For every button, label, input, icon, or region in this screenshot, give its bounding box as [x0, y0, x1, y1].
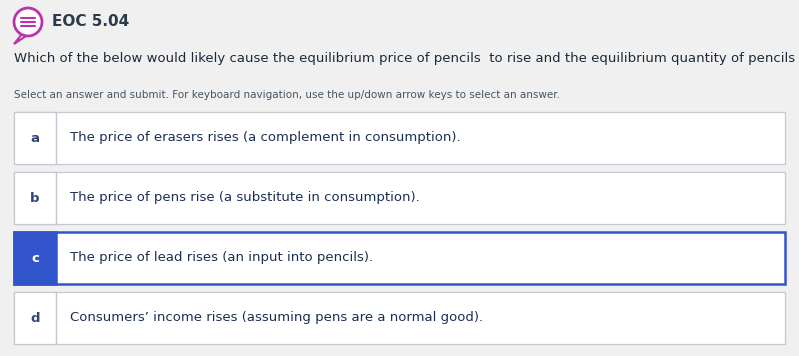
FancyBboxPatch shape — [14, 112, 785, 164]
Text: a: a — [30, 131, 39, 145]
Text: Consumers’ income rises (assuming pens are a normal good).: Consumers’ income rises (assuming pens a… — [70, 312, 483, 325]
Text: The price of pens rise (a substitute in consumption).: The price of pens rise (a substitute in … — [70, 192, 419, 204]
Text: Which of the below would likely cause the equilibrium price of pencils  to rise : Which of the below would likely cause th… — [14, 52, 799, 65]
Text: d: d — [30, 312, 40, 325]
Text: The price of erasers rises (a complement in consumption).: The price of erasers rises (a complement… — [70, 131, 461, 145]
FancyBboxPatch shape — [14, 172, 785, 224]
FancyBboxPatch shape — [14, 112, 56, 164]
Polygon shape — [14, 34, 26, 44]
Text: EOC 5.04: EOC 5.04 — [52, 15, 129, 30]
Text: c: c — [31, 251, 39, 265]
FancyBboxPatch shape — [14, 292, 56, 344]
Text: b: b — [30, 192, 40, 204]
FancyBboxPatch shape — [14, 172, 56, 224]
FancyBboxPatch shape — [14, 292, 785, 344]
FancyBboxPatch shape — [14, 232, 56, 284]
Circle shape — [14, 8, 42, 36]
FancyBboxPatch shape — [14, 232, 785, 284]
Text: Select an answer and submit. For keyboard navigation, use the up/down arrow keys: Select an answer and submit. For keyboar… — [14, 90, 560, 100]
Text: The price of lead rises (an input into pencils).: The price of lead rises (an input into p… — [70, 251, 373, 265]
